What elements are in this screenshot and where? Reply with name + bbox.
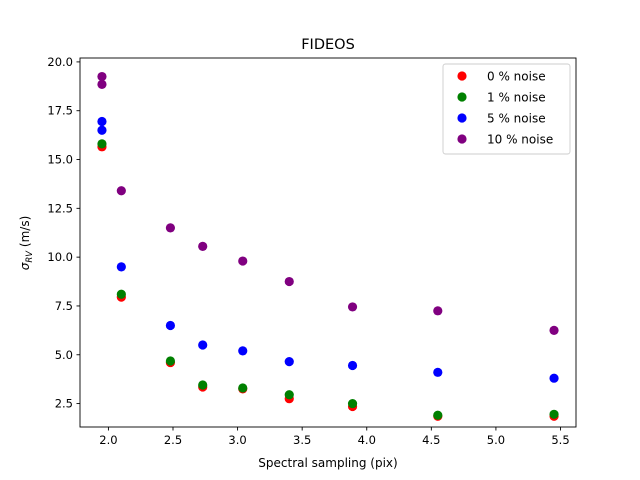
x-tick-label-8: 5.5: [551, 433, 569, 447]
legend-marker-1: [457, 71, 467, 81]
y-tick-label-1: 2.5: [55, 397, 73, 411]
axes: 2.0 2.5 3.0 3.5 4.0 4.5 5.0 5.5 2.5 5.0 7.5 10.0 12.…: [47, 55, 577, 447]
y-axis-label-unit: (m/s): [18, 216, 32, 251]
data-point-series-3-10: [549, 373, 559, 383]
data-point-series-4-4: [165, 223, 176, 233]
data-point-series-4-10: [549, 325, 559, 335]
data-point-series-4-1: [97, 71, 107, 82]
legend-label-3: 5 % noise: [487, 112, 546, 126]
x-tick-label-3: 3.0: [228, 433, 246, 447]
data-point-series-4-6: [238, 256, 248, 266]
data-point-series-3-5: [198, 340, 208, 350]
y-tick-label-8: 20.0: [47, 55, 73, 69]
x-tick-label-2: 2.5: [164, 433, 182, 447]
y-tick-label-5: 12.5: [47, 201, 73, 215]
y-axis-label-subscript: RV: [25, 250, 35, 263]
data-point-series-3-7: [284, 356, 294, 367]
chart-title: FIDEOS: [301, 37, 355, 53]
data-point-series-3-1: [97, 116, 107, 127]
y-axis-label-symbol: σ: [18, 262, 32, 270]
y-tick-label-3: 7.5: [55, 299, 73, 313]
legend-marker-3: [457, 113, 467, 123]
legend-marker-4: [457, 134, 467, 144]
data-point-series-4-5: [198, 241, 208, 252]
axes-frame: [79, 57, 577, 428]
x-tick-label-4: 3.5: [293, 433, 311, 447]
data-point-series-3-4: [165, 320, 176, 331]
legend-label-1: 0 % noise: [487, 70, 546, 84]
data-point-series-2-7: [347, 398, 358, 409]
legend-box: [442, 63, 571, 155]
legend-label-4: 10 % noise: [487, 133, 553, 147]
x-axis-label: Spectral sampling (pix): [258, 456, 397, 470]
data-point-series-2-8: [433, 410, 443, 420]
legend-label-2: 1 % noise: [487, 91, 546, 105]
y-axis-label: σRV (m/s): [18, 216, 35, 271]
data-point-series-3-6: [238, 346, 248, 356]
y-tick-label-6: 15.0: [47, 153, 73, 167]
data-point-series-3-3: [116, 262, 126, 272]
data-point-series-2-5: [238, 383, 248, 393]
data-point-series-2-9: [549, 409, 559, 419]
data-point-series-4-3: [116, 186, 126, 196]
legend: 0 % noise 1 % noise 5 % noise 10 % noise: [442, 63, 571, 155]
legend-marker-2: [457, 92, 467, 102]
data-point-series-4-9: [433, 306, 443, 316]
data-point-series-2-3: [165, 356, 176, 366]
data-point-series-2-4: [198, 380, 208, 390]
y-tick-label-4: 10.0: [47, 250, 73, 264]
x-tick-label-1: 2.0: [99, 433, 117, 447]
data-point-series-2-6: [284, 390, 294, 400]
data-point-series-2-1: [97, 139, 107, 149]
data-point-series-2-2: [116, 289, 126, 299]
y-tick-label-2: 5.0: [55, 348, 73, 362]
data-point-series-4-7: [284, 276, 294, 287]
data-point-series-3-9: [433, 367, 443, 377]
x-tick-label-6: 4.5: [422, 433, 440, 447]
data-point-series-4-2: [97, 79, 107, 89]
data-point-series-3-2: [97, 125, 107, 135]
x-tick-label-5: 4.0: [358, 433, 376, 447]
data-point-series-4-8: [347, 302, 358, 312]
data-point-series-3-8: [347, 360, 358, 371]
plot-area: [97, 71, 559, 421]
y-tick-label-7: 17.5: [47, 104, 73, 118]
x-tick-label-7: 5.0: [487, 433, 505, 447]
